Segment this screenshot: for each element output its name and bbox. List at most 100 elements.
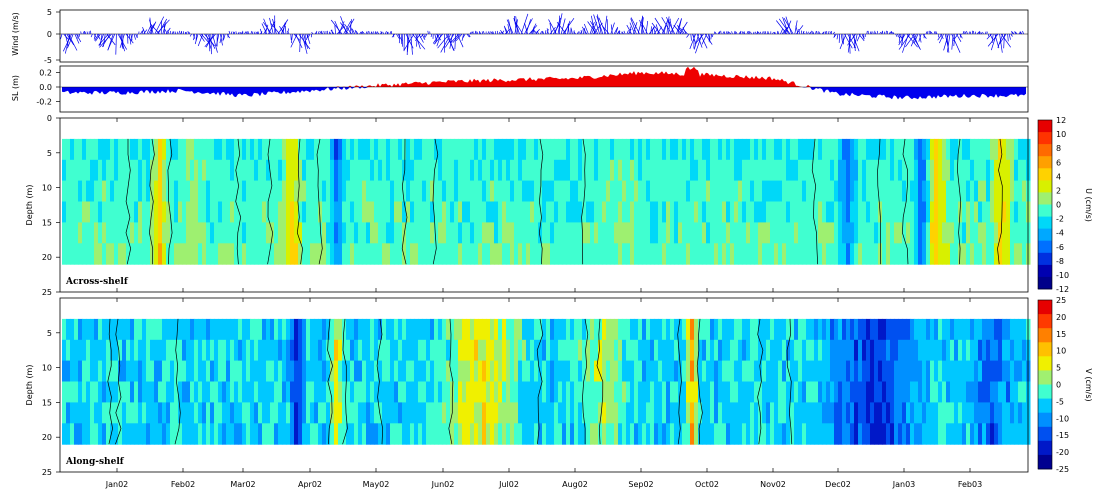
heatmap-cell	[570, 138, 575, 161]
heatmap-cell	[142, 402, 147, 424]
heatmap-cell	[698, 402, 703, 424]
wind-stick	[701, 33, 708, 45]
heatmap-cell	[990, 402, 995, 424]
heatmap-cell	[258, 381, 263, 403]
heatmap-cell	[994, 159, 999, 182]
heatmap-cell	[574, 201, 579, 223]
heatmap-cell	[162, 402, 167, 424]
heatmap-cell	[806, 201, 811, 223]
heatmap-cell	[994, 201, 999, 223]
heatmap-cell	[442, 381, 447, 403]
heatmap-cell	[266, 138, 271, 161]
heatmap-cell	[786, 381, 791, 403]
heatmap-cell	[642, 423, 647, 445]
heatmap-cell	[82, 339, 87, 362]
heatmap-cell	[1018, 243, 1023, 265]
wind-stick	[1008, 33, 1011, 40]
heatmap-cell	[90, 381, 95, 403]
heatmap-cell	[986, 318, 991, 341]
heatmap-cell	[850, 360, 855, 382]
heatmap-cell	[398, 180, 403, 202]
heatmap-cell	[726, 318, 731, 341]
heatmap-cell	[390, 159, 395, 182]
heatmap-cell	[698, 360, 703, 382]
heatmap-cell	[398, 339, 403, 362]
heatmap-cell	[98, 222, 103, 244]
heatmap-cell	[566, 159, 571, 182]
heatmap-cell	[618, 423, 623, 445]
wind-stick	[351, 28, 356, 35]
wind-stick	[360, 31, 363, 35]
contour-line	[149, 138, 155, 265]
heatmap-cell	[114, 243, 119, 265]
heatmap-cell	[162, 159, 167, 182]
heatmap-cell	[546, 201, 551, 223]
heatmap-cell	[262, 423, 267, 445]
heatmap-cell	[430, 138, 435, 161]
heatmap-cell	[114, 159, 119, 182]
wind-stick	[959, 33, 963, 39]
heatmap-cell	[718, 138, 723, 161]
heatmap-cell	[942, 243, 947, 265]
wind-stick	[725, 31, 727, 35]
heatmap-cell	[1006, 201, 1011, 223]
heatmap-cell	[78, 243, 83, 265]
heatmap-cell	[758, 222, 763, 244]
heatmap-cell	[682, 180, 687, 202]
heatmap-cell	[458, 243, 463, 265]
heatmap-cell	[866, 222, 871, 244]
heatmap-cell	[654, 138, 659, 161]
heatmap-cell	[590, 222, 595, 244]
heatmap-cell	[686, 222, 691, 244]
heatmap-cell	[122, 423, 127, 445]
heatmap-cell	[98, 201, 103, 223]
heatmap-cell	[358, 360, 363, 382]
wind-stick	[542, 31, 544, 35]
heatmap-cell	[302, 360, 307, 382]
heatmap-cell	[706, 222, 711, 244]
heatmap-cell	[66, 201, 71, 223]
heatmap-cell	[990, 201, 995, 223]
heatmap-cell	[706, 339, 711, 362]
heatmap-cell	[634, 339, 639, 362]
heatmap-cell	[722, 222, 727, 244]
heatmap-cell	[198, 180, 203, 202]
heatmap-cell	[842, 243, 847, 265]
heatmap-cell	[878, 423, 883, 445]
heatmap-cell	[494, 201, 499, 223]
heatmap-cell	[178, 243, 183, 265]
heatmap-cell	[914, 180, 919, 202]
heatmap-cell	[94, 339, 99, 362]
heatmap-cell	[246, 381, 251, 403]
heatmap-cell	[278, 159, 283, 182]
heatmap-cell	[518, 402, 523, 424]
heatmap-cell	[510, 180, 515, 202]
heatmap-cell	[146, 318, 151, 341]
heatmap-cell	[950, 138, 955, 161]
wind-stick	[767, 31, 770, 35]
month-label: Dec02	[825, 480, 851, 489]
heatmap-cell	[770, 402, 775, 424]
heatmap-cell	[398, 159, 403, 182]
heatmap-cell	[382, 339, 387, 362]
heatmap-cell	[138, 180, 143, 202]
heatmap-cell	[254, 360, 259, 382]
heatmap-cell	[822, 243, 827, 265]
heatmap-cell	[742, 222, 747, 244]
wind-stick	[847, 33, 852, 53]
heatmap-cell	[318, 180, 323, 202]
heatmap-cell	[310, 423, 315, 445]
heatmap-cell	[930, 159, 935, 182]
heatmap-cell	[358, 180, 363, 202]
heatmap-cell	[774, 222, 779, 244]
wind-stick	[287, 28, 289, 35]
wind-stick	[371, 31, 373, 35]
heatmap-cell	[246, 201, 251, 223]
heatmap-cell	[830, 243, 835, 265]
colorbar-swatch	[1038, 192, 1052, 205]
heatmap-cell	[758, 201, 763, 223]
heatmap-cell	[210, 243, 215, 265]
heatmap-cell	[930, 360, 935, 382]
heatmap-cell	[358, 201, 363, 223]
heatmap-cell	[238, 159, 243, 182]
